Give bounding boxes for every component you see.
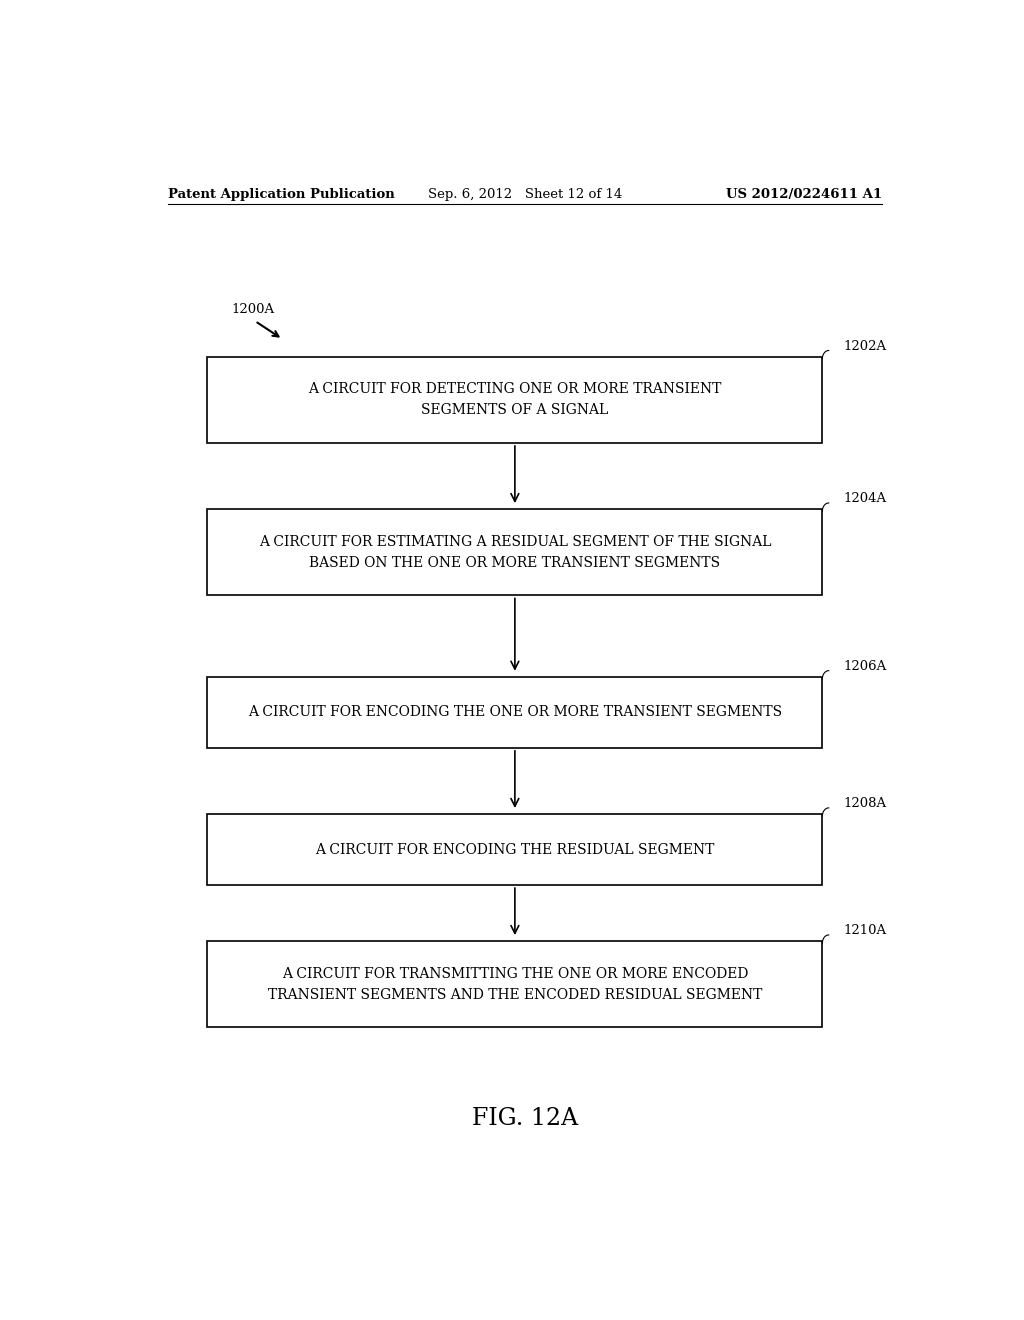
Text: US 2012/0224611 A1: US 2012/0224611 A1: [726, 189, 882, 202]
Text: A CIRCUIT FOR ESTIMATING A RESIDUAL SEGMENT OF THE SIGNAL
BASED ON THE ONE OR MO: A CIRCUIT FOR ESTIMATING A RESIDUAL SEGM…: [259, 535, 771, 569]
Text: Patent Application Publication: Patent Application Publication: [168, 189, 394, 202]
Text: 1202A: 1202A: [843, 339, 886, 352]
Text: FIG. 12A: FIG. 12A: [472, 1107, 578, 1130]
FancyBboxPatch shape: [207, 941, 822, 1027]
Text: A CIRCUIT FOR DETECTING ONE OR MORE TRANSIENT
SEGMENTS OF A SIGNAL: A CIRCUIT FOR DETECTING ONE OR MORE TRAN…: [308, 383, 722, 417]
Text: 1204A: 1204A: [843, 492, 886, 506]
Text: 1206A: 1206A: [843, 660, 887, 673]
Text: 1208A: 1208A: [843, 797, 886, 810]
FancyBboxPatch shape: [207, 677, 822, 748]
Text: 1200A: 1200A: [231, 304, 274, 315]
Text: A CIRCUIT FOR ENCODING THE ONE OR MORE TRANSIENT SEGMENTS: A CIRCUIT FOR ENCODING THE ONE OR MORE T…: [248, 705, 782, 719]
FancyBboxPatch shape: [207, 356, 822, 444]
Text: Sep. 6, 2012   Sheet 12 of 14: Sep. 6, 2012 Sheet 12 of 14: [428, 189, 622, 202]
Text: A CIRCUIT FOR ENCODING THE RESIDUAL SEGMENT: A CIRCUIT FOR ENCODING THE RESIDUAL SEGM…: [315, 842, 715, 857]
Text: 1210A: 1210A: [843, 924, 886, 937]
FancyBboxPatch shape: [207, 814, 822, 886]
FancyBboxPatch shape: [207, 510, 822, 595]
Text: A CIRCUIT FOR TRANSMITTING THE ONE OR MORE ENCODED
TRANSIENT SEGMENTS AND THE EN: A CIRCUIT FOR TRANSMITTING THE ONE OR MO…: [267, 968, 762, 1002]
